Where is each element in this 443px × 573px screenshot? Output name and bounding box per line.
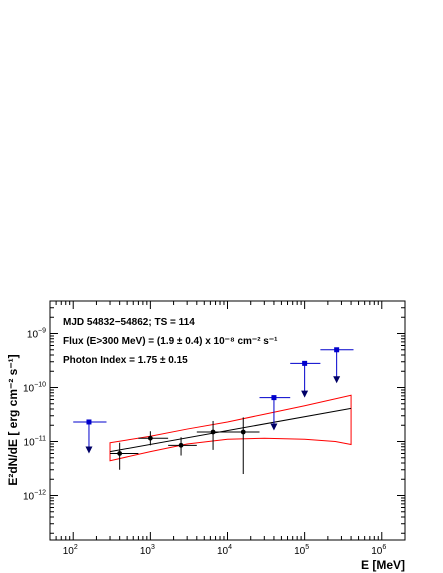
x-tick-label: 102 xyxy=(63,544,78,557)
upper-limit-arrow xyxy=(333,376,341,384)
y-tick-label: 10−12 xyxy=(23,490,46,503)
x-tick-label: 105 xyxy=(294,544,309,557)
y-tick-label: 10−11 xyxy=(24,436,47,449)
y-tick-label: 10−10 xyxy=(23,382,46,395)
upper-limit-arrow xyxy=(85,446,93,454)
detection-point xyxy=(117,451,123,456)
upper-limit-point xyxy=(334,347,340,353)
y-tick-label: 10−9 xyxy=(27,328,46,341)
upper-limit-point xyxy=(86,419,92,425)
annotation-mjd: MJD 54832−54862; TS = 114 xyxy=(63,317,195,328)
detection-point xyxy=(210,429,216,435)
band-outline xyxy=(109,394,352,462)
y-axis-title: E²dN/dE [ erg cm⁻² s⁻¹] xyxy=(6,354,20,485)
model-fit xyxy=(109,407,352,453)
upper-limit-arrow xyxy=(270,423,278,431)
x-tick-label: 106 xyxy=(371,544,386,557)
annotation-index: Photon Index = 1.75 ± 0.15 xyxy=(63,355,188,366)
x-tick-label: 103 xyxy=(140,544,155,557)
confidence-band xyxy=(109,394,352,462)
model-line xyxy=(109,407,352,453)
upper-limit-arrow xyxy=(301,390,309,398)
detection-point xyxy=(240,429,246,435)
annotation-flux: Flux (E>300 MeV) = (1.9 ± 0.4) x 10⁻⁸ cm… xyxy=(63,336,278,347)
axis-ticks: 102 103 104 105 106 10−12 10−11 10−10 10−9 xyxy=(23,300,406,557)
data-points xyxy=(73,347,354,475)
x-tick-label: 104 xyxy=(217,544,232,557)
upper-limit-point xyxy=(302,360,308,366)
detection-point xyxy=(147,435,153,441)
detection-point xyxy=(178,442,184,448)
upper-limit-point xyxy=(271,395,277,401)
x-axis-title: E [MeV] xyxy=(361,558,405,572)
